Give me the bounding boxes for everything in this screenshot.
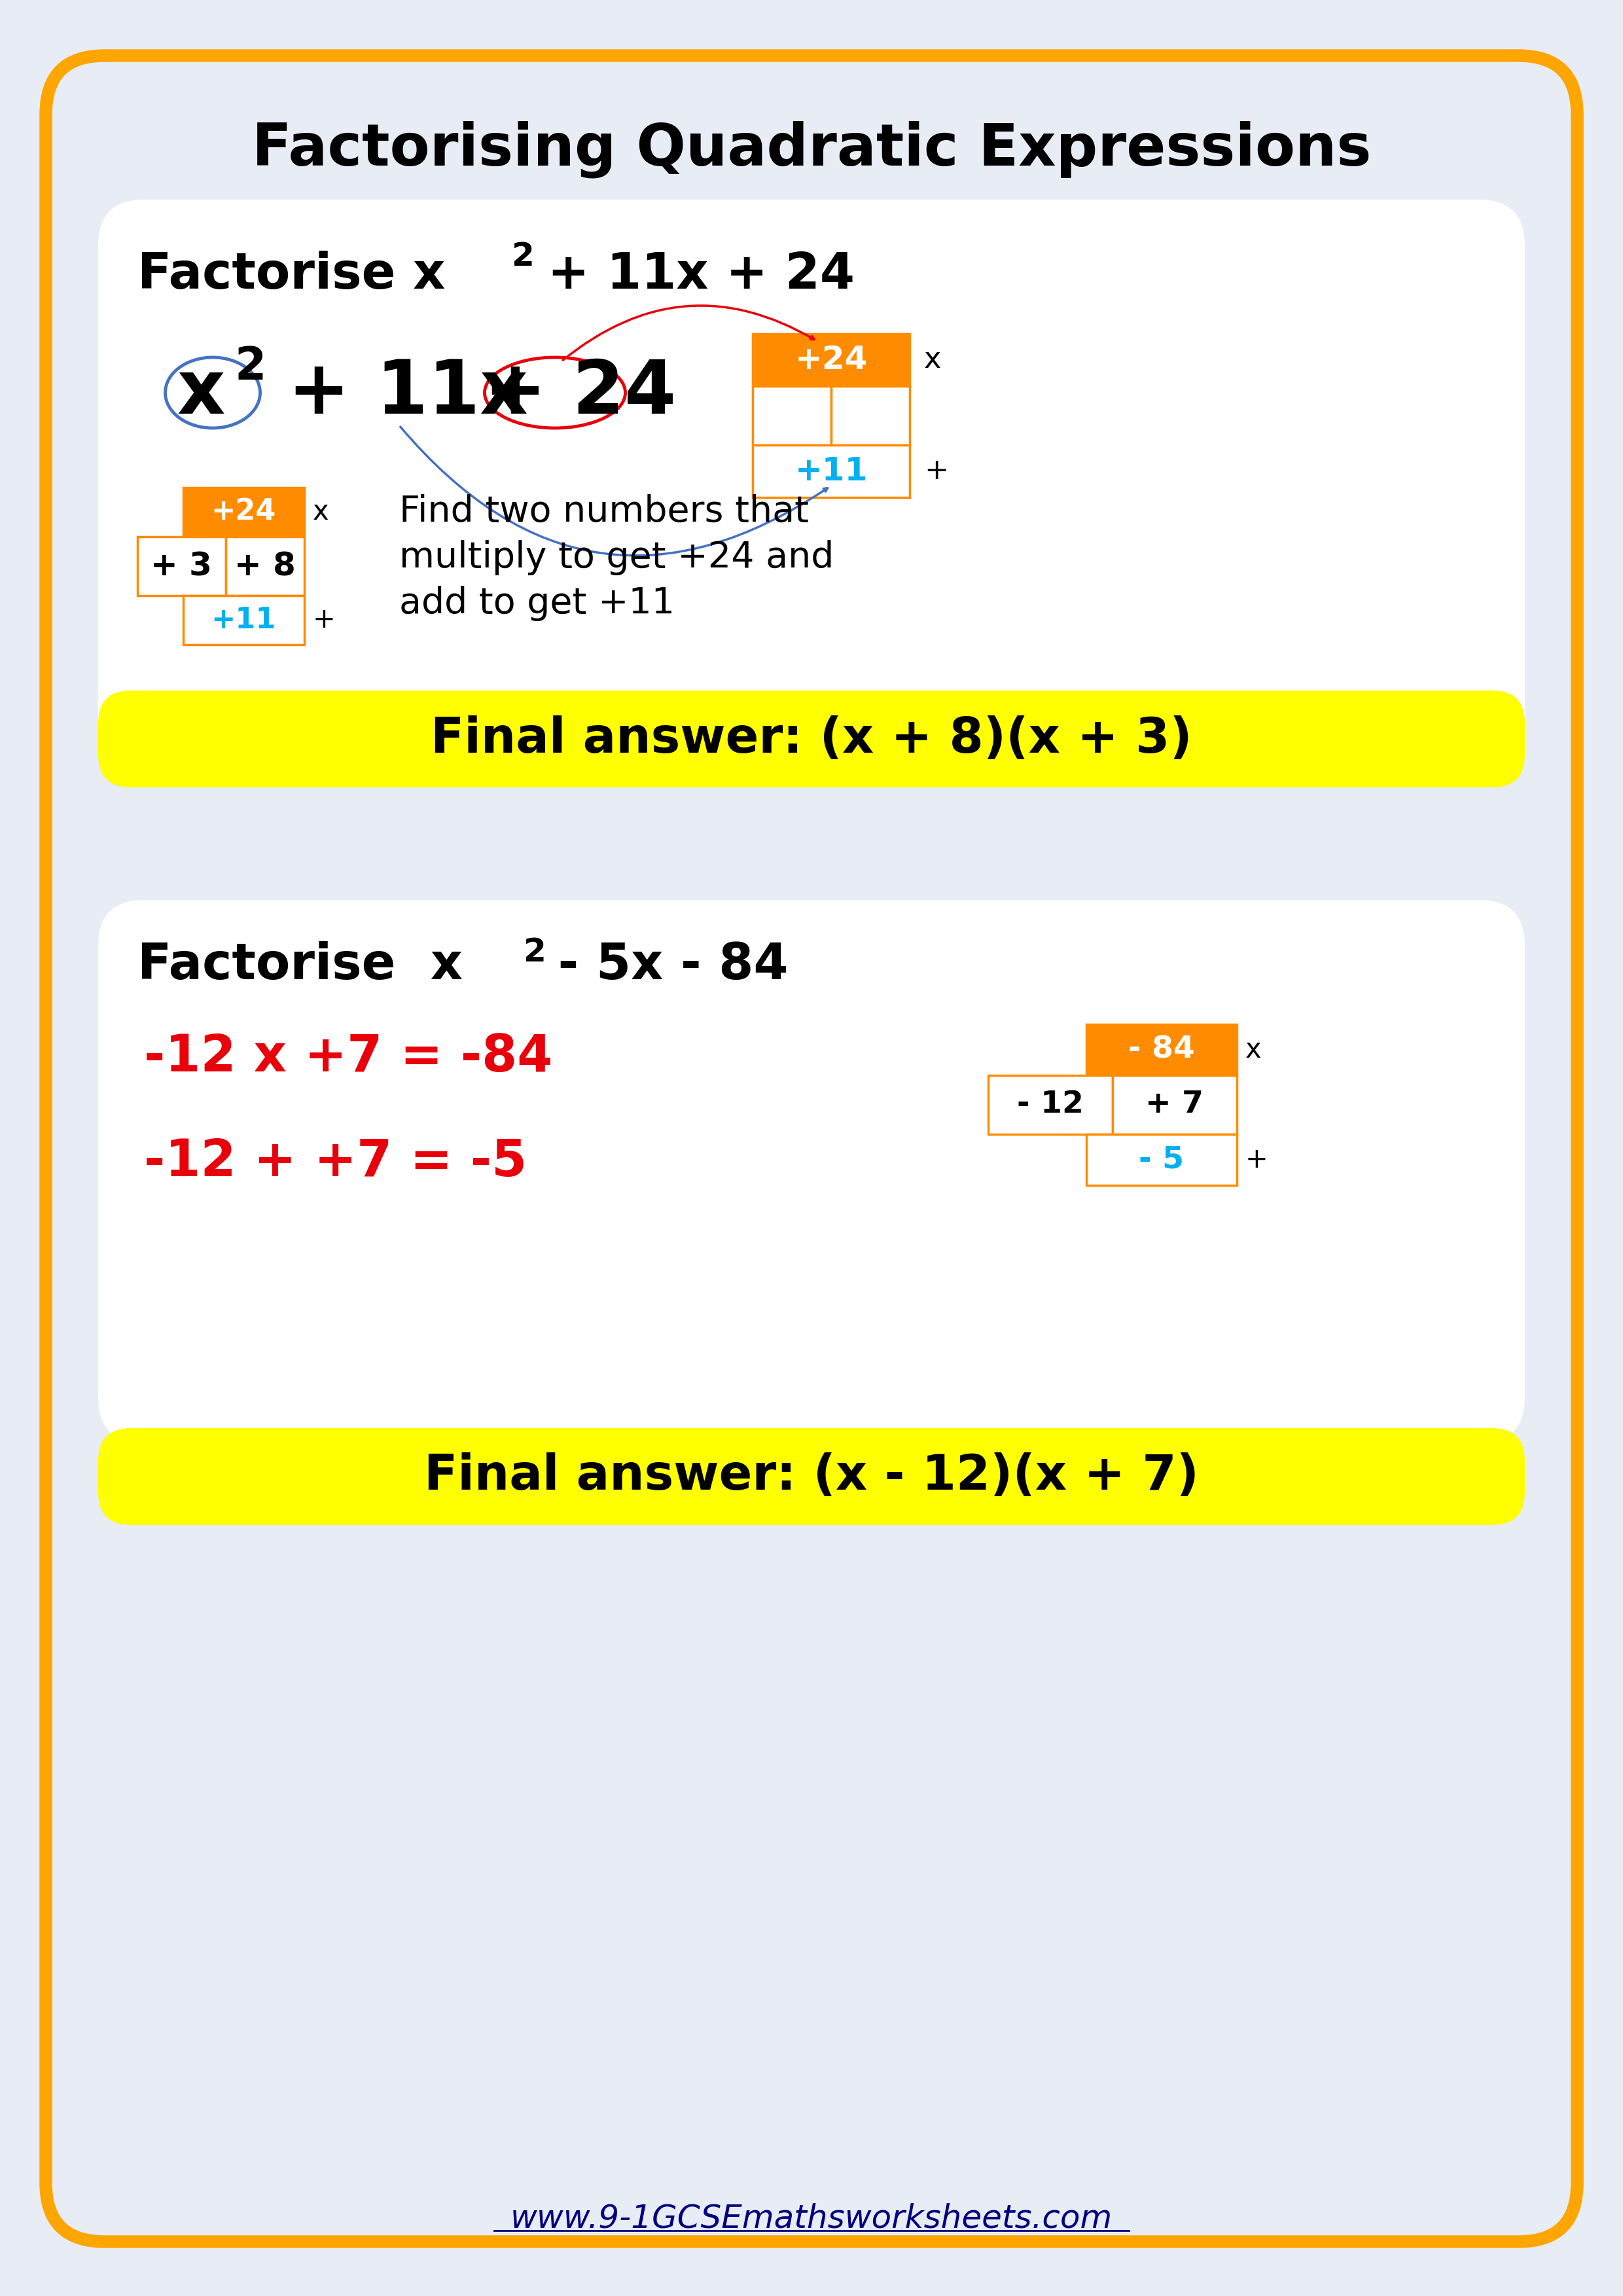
Text: x: x xyxy=(177,356,226,429)
Text: - 5x - 84: - 5x - 84 xyxy=(540,941,789,990)
FancyBboxPatch shape xyxy=(226,537,305,595)
Text: 2: 2 xyxy=(511,241,534,273)
FancyBboxPatch shape xyxy=(138,537,226,595)
Text: +11: +11 xyxy=(795,455,868,487)
Text: -12 x +7 = -84: -12 x +7 = -84 xyxy=(144,1033,552,1081)
Text: - 5: - 5 xyxy=(1139,1146,1185,1176)
Text: x: x xyxy=(1245,1035,1261,1063)
Text: 2: 2 xyxy=(234,344,266,388)
Text: 2: 2 xyxy=(524,937,547,969)
Text: add to get +11: add to get +11 xyxy=(399,585,675,622)
Text: - 12: - 12 xyxy=(1018,1091,1084,1120)
Text: x: x xyxy=(923,347,941,374)
FancyBboxPatch shape xyxy=(183,595,305,645)
FancyBboxPatch shape xyxy=(753,445,909,498)
FancyBboxPatch shape xyxy=(97,900,1526,1444)
FancyBboxPatch shape xyxy=(45,55,1578,2241)
Text: + 7: + 7 xyxy=(1146,1091,1204,1120)
Text: +24: +24 xyxy=(795,344,868,377)
Text: - 84: - 84 xyxy=(1128,1035,1195,1065)
Text: -12 + +7 = -5: -12 + +7 = -5 xyxy=(144,1137,527,1187)
FancyBboxPatch shape xyxy=(988,1075,1112,1134)
FancyBboxPatch shape xyxy=(97,691,1526,788)
Text: Factorise x: Factorise x xyxy=(138,250,445,298)
FancyBboxPatch shape xyxy=(1086,1134,1237,1185)
Text: Find two numbers that: Find two numbers that xyxy=(399,494,808,530)
FancyBboxPatch shape xyxy=(183,487,305,537)
Text: x: x xyxy=(313,498,329,526)
Text: Factorising Quadratic Expressions: Factorising Quadratic Expressions xyxy=(252,122,1371,177)
Text: www.9-1GCSEmathsworksheets.com: www.9-1GCSEmathsworksheets.com xyxy=(510,2204,1113,2234)
Text: multiply to get +24 and: multiply to get +24 and xyxy=(399,540,834,576)
FancyBboxPatch shape xyxy=(831,386,909,445)
FancyBboxPatch shape xyxy=(753,333,909,386)
FancyBboxPatch shape xyxy=(1086,1024,1237,1075)
FancyBboxPatch shape xyxy=(1112,1075,1237,1134)
Text: +: + xyxy=(313,606,336,634)
Text: + 11x: + 11x xyxy=(261,356,527,429)
Text: +: + xyxy=(923,457,948,484)
FancyBboxPatch shape xyxy=(97,1428,1526,1525)
Text: +: + xyxy=(1245,1146,1268,1173)
Text: + 24: + 24 xyxy=(458,356,677,429)
Text: Factorise  x: Factorise x xyxy=(138,941,463,990)
Text: Final answer: (x - 12)(x + 7): Final answer: (x - 12)(x + 7) xyxy=(424,1453,1199,1502)
Text: + 8: + 8 xyxy=(234,551,295,581)
Text: +24: +24 xyxy=(211,498,276,526)
Text: + 11x + 24: + 11x + 24 xyxy=(531,250,855,298)
Text: +11: +11 xyxy=(211,606,276,634)
FancyBboxPatch shape xyxy=(753,386,831,445)
Text: + 3: + 3 xyxy=(151,551,213,581)
FancyBboxPatch shape xyxy=(97,200,1526,769)
Text: Final answer: (x + 8)(x + 3): Final answer: (x + 8)(x + 3) xyxy=(430,714,1193,762)
